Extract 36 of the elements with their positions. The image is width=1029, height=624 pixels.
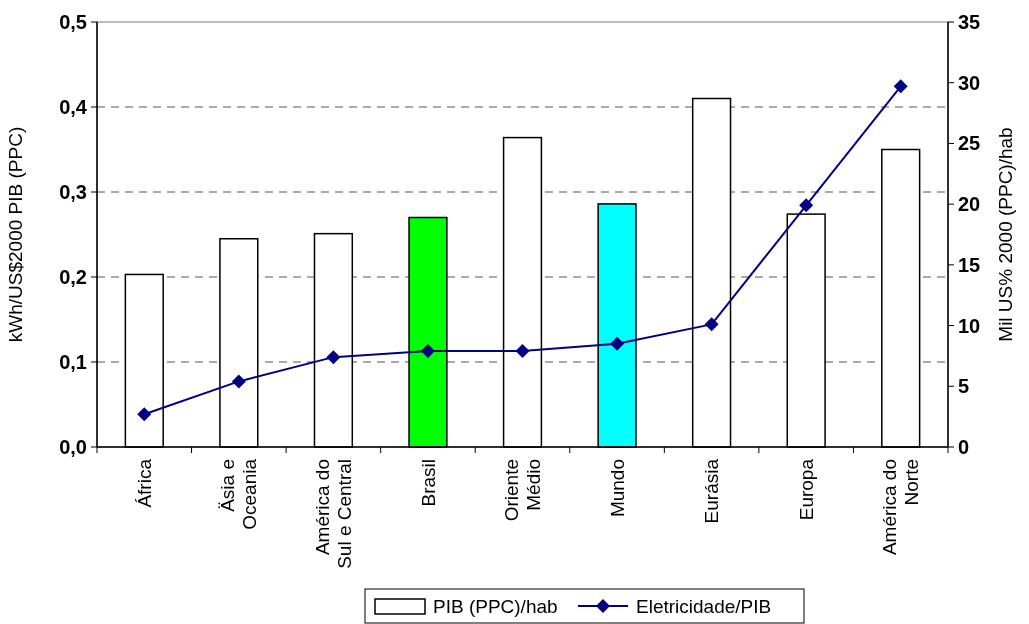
point: [420, 344, 435, 359]
x-tick-label: Brasil: [417, 459, 439, 507]
x-tick-label: Mundo: [606, 459, 628, 518]
legend-label: Eletricidade/PIB: [636, 595, 772, 617]
x-tick-label: América do Norte: [879, 459, 923, 556]
y2-tick-label: 5: [958, 375, 970, 398]
y-tick-label: 0,5: [59, 11, 87, 33]
y2-tick-label: 0: [958, 436, 970, 458]
y2-tick-label: 10: [958, 314, 981, 337]
point: [893, 79, 908, 94]
point: [799, 198, 814, 213]
point: [515, 344, 530, 359]
y-tick-label: 0,2: [59, 266, 87, 288]
point: [610, 336, 625, 351]
y2-tick-label: 15: [958, 253, 981, 276]
x-tick-label: Oriente Médio: [501, 459, 545, 522]
y2-tick-label: 35: [958, 11, 981, 33]
y2-axis-title: Mil US% 2000 (PPC)/hab: [995, 127, 1016, 342]
y-tick-label: 0,3: [59, 181, 87, 203]
point: [137, 407, 152, 422]
x-tick-label: África: [133, 458, 155, 508]
y2-tick-label: 25: [958, 132, 981, 155]
x-tick-label: Eurásia: [701, 458, 723, 524]
y-axis-title: kWh/US$2000 PIB (PPC): [5, 126, 26, 343]
y2-tick-label: 20: [958, 193, 981, 216]
point: [704, 317, 719, 332]
x-tick-label: Äsia e Oceania: [217, 458, 261, 530]
y2-tick-label: 30: [958, 71, 981, 94]
x-tick-label: Europa: [795, 458, 817, 521]
legend-label: PIB (PPC)/hab: [433, 595, 558, 617]
y-tick-label: 0,4: [59, 96, 88, 118]
x-tick-label: América do Sul e Central: [312, 459, 356, 569]
y-tick-label: 0,0: [59, 436, 87, 458]
point: [326, 350, 341, 365]
point: [231, 374, 246, 389]
y-tick-label: 0,1: [59, 351, 87, 373]
